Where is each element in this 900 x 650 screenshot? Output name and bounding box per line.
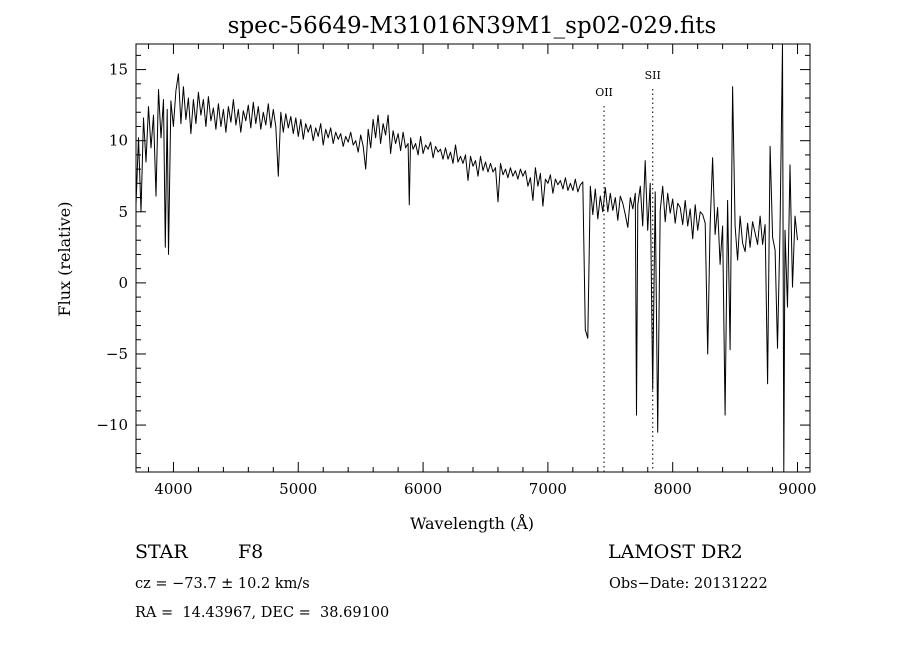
x-axis-label: Wavelength (Å) (410, 513, 534, 533)
y-tick-label: 5 (118, 203, 128, 221)
y-axis-label: Flux (relative) (55, 202, 74, 317)
x-tick-label: 5000 (279, 480, 317, 498)
y-tick-label: −5 (106, 345, 128, 363)
line-label-oii: OII (595, 86, 613, 99)
y-tick-label: −10 (96, 416, 128, 434)
spectrum-line (135, 43, 798, 473)
chart-title: spec-56649-M31016N39M1_sp02-029.fits (228, 13, 717, 39)
plot-area: OII SII 4000 5000 6000 7000 8000 9000 −10 −5 0 5 10 1… (96, 43, 817, 498)
x-tick-label: 9000 (778, 480, 816, 498)
line-label-sii: SII (645, 69, 661, 82)
survey-release: LAMOST DR2 (608, 541, 743, 563)
plot-frame (135, 43, 811, 473)
x-tick-label: 8000 (654, 480, 692, 498)
object-class: STAR (135, 541, 188, 563)
y-tick-label: 15 (109, 61, 128, 79)
x-tick-label: 6000 (404, 480, 442, 498)
redshift-velocity: cz = −73.7 ± 10.2 km/s (135, 576, 310, 592)
x-tick-label: 4000 (154, 480, 192, 498)
sky-coordinates: RA = 14.43967, DEC = 38.69100 (135, 605, 390, 621)
y-tick-label: 0 (118, 274, 128, 292)
x-tick-label: 7000 (529, 480, 567, 498)
y-tick-label: 10 (109, 132, 128, 150)
object-subclass: F8 (238, 541, 264, 563)
observation-date: Obs−Date: 20131222 (609, 576, 768, 592)
